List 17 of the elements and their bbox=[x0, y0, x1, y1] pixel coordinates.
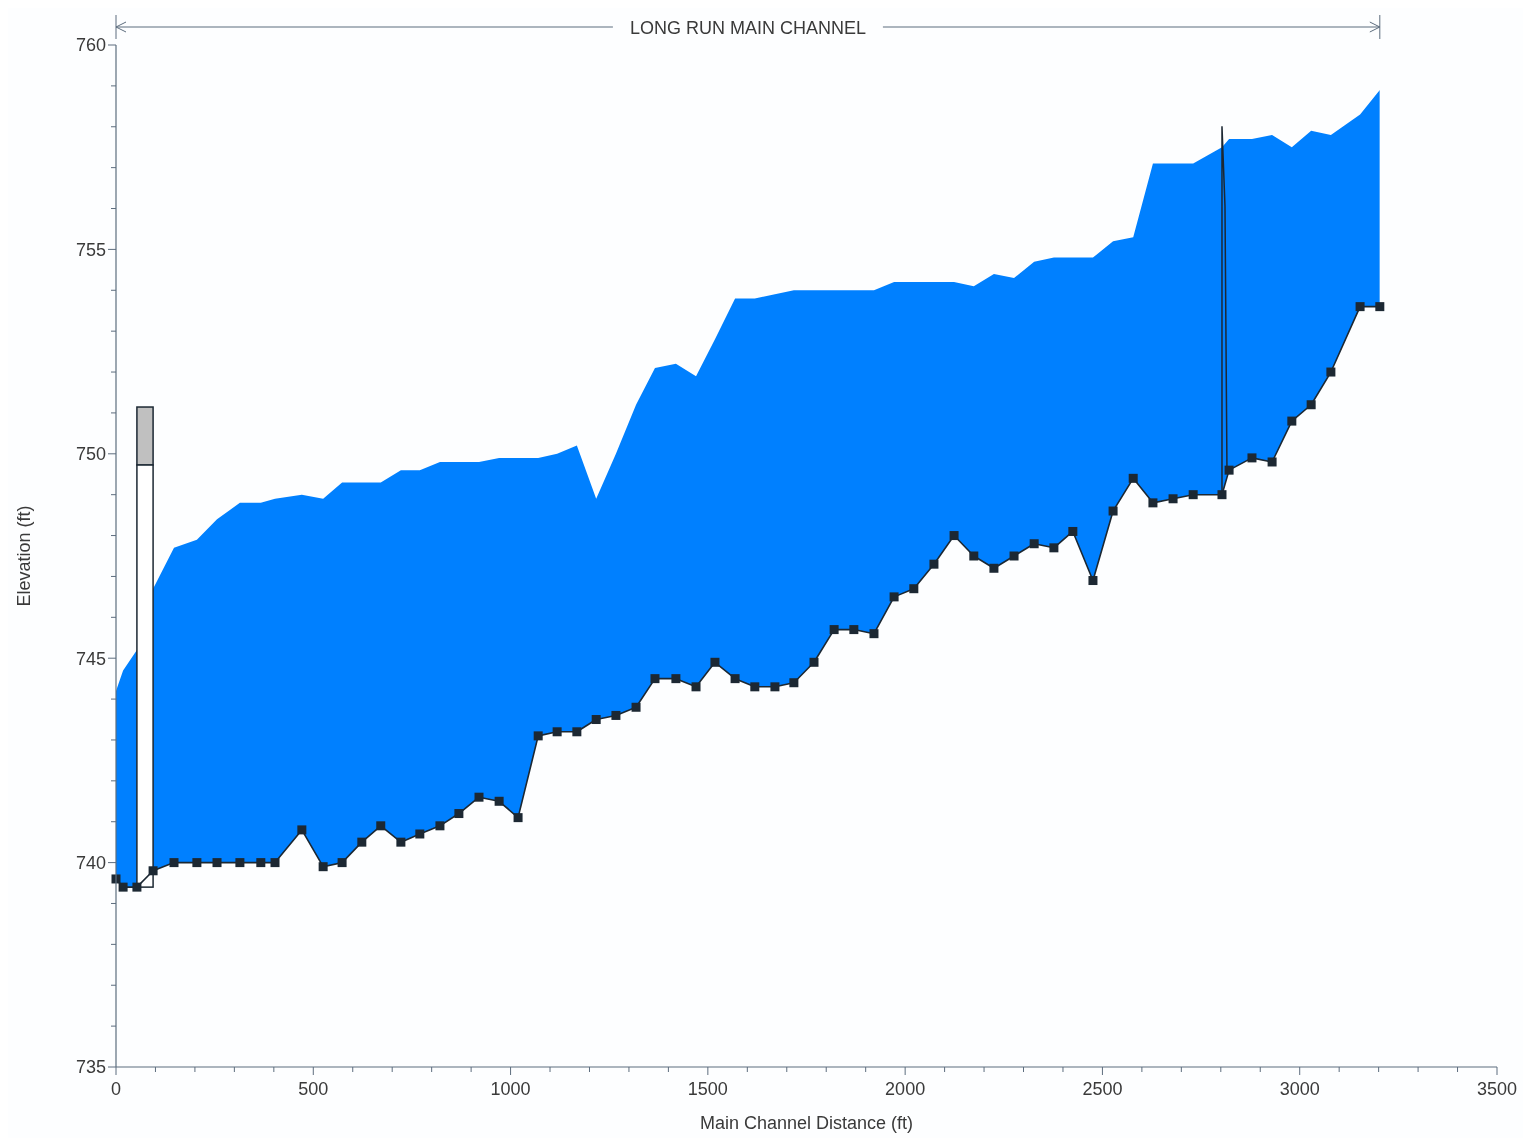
y-tick-label: 735 bbox=[75, 1057, 106, 1078]
y-tick-label: 755 bbox=[75, 239, 106, 260]
x-tick-label: 1000 bbox=[490, 1079, 531, 1099]
x-tick-label: 3500 bbox=[1476, 1079, 1518, 1099]
y-tick-label: 750 bbox=[75, 444, 106, 465]
text: LONG RUN MAIN CHANNEL bbox=[629, 18, 866, 38]
y-axis-title: Elevation (ft) bbox=[14, 505, 34, 607]
x-axis-title: Main Channel Distance (ft) bbox=[699, 1113, 914, 1133]
x-tick-label: 2500 bbox=[1082, 1079, 1123, 1099]
x-tick-label: 1500 bbox=[687, 1079, 728, 1099]
x-tick-label: 0 bbox=[110, 1079, 122, 1099]
x-tick-label: 500 bbox=[298, 1079, 329, 1099]
y-tick-label: 740 bbox=[75, 852, 106, 873]
x-tick-label: 2000 bbox=[885, 1079, 926, 1099]
y-tick-label: 745 bbox=[75, 648, 106, 669]
x-tick-label: 3000 bbox=[1279, 1079, 1320, 1099]
y-tick-label: 760 bbox=[75, 35, 106, 56]
